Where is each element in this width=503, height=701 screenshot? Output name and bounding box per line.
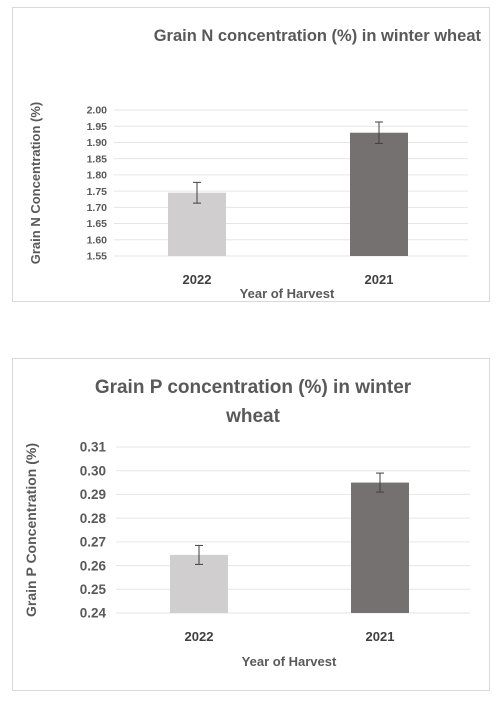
grain-p-chart: 0.24 0.25 0.26 0.27 0.28 0.29 0.30 0.31 2022 2021… (23, 377, 470, 669)
grain-n-y-tick-label: 1.75 (87, 186, 108, 198)
grain-n-error-bar-2021 (375, 121, 383, 144)
grain-n-y-tick-label: 1.95 (87, 121, 108, 133)
grain-n-y-tick-label: 1.80 (87, 170, 108, 182)
grain-n-chart: 1.55 1.60 1.65 1.70 1.75 1.80 1.85 1.90 1.95 2.00… (28, 27, 482, 301)
grain-p-chart-title: Grain P concentration (%) in winter wheat (95, 377, 412, 427)
grain-n-y-tick-label: 1.70 (87, 202, 108, 214)
grain-n-y-axis-title: Grain N Concentration (%) (28, 102, 43, 265)
grain-p-y-tick-label: 0.24 (80, 606, 107, 621)
grain-n-chart-title: Grain N concentration (%) in winter whea… (154, 27, 482, 45)
grain-n-y-tick-label: 2.00 (87, 105, 108, 117)
grain-p-chart-panel: 0.24 0.25 0.26 0.27 0.28 0.29 0.30 0.31 2022 2021… (12, 358, 490, 691)
grain-p-x-axis-title: Year of Harvest (242, 654, 337, 669)
grain-p-category-label: 2022 (185, 629, 214, 644)
grain-n-chart-panel: 1.55 1.60 1.65 1.70 1.75 1.80 1.85 1.90 1.95 2.00… (12, 7, 490, 302)
grain-p-error-bar-2021 (376, 472, 384, 493)
grain-n-y-tick-label: 1.90 (87, 137, 108, 149)
grain-n-error-bar-2022 (193, 181, 201, 204)
grain-n-x-axis-title: Year of Harvest (240, 286, 335, 301)
grain-n-y-tick-label: 1.85 (87, 153, 108, 165)
grain-p-y-tick-label: 0.29 (80, 487, 106, 502)
grain-n-category-label: 2021 (365, 272, 394, 287)
grain-n-y-tick-label: 1.65 (87, 218, 108, 230)
grain-n-y-tick-label: 1.60 (87, 234, 108, 246)
grain-p-y-tick-label: 0.27 (80, 535, 106, 550)
grain-p-y-tick-label: 0.25 (80, 582, 107, 597)
grain-n-category-label: 2022 (183, 272, 212, 287)
grain-p-y-tick-label: 0.31 (80, 440, 107, 455)
grain-p-bar-2021 (351, 482, 409, 613)
grain-p-y-tick-label: 0.26 (80, 558, 107, 573)
grain-p-error-bar-2022 (195, 544, 203, 565)
grain-p-category-label: 2021 (366, 629, 395, 644)
grain-n-y-tick-label: 1.55 (87, 251, 108, 263)
grain-p-y-axis-title: Grain P Concentration (%) (23, 443, 39, 617)
grain-p-y-tick-label: 0.28 (80, 511, 107, 526)
grain-p-y-tick-label: 0.30 (80, 463, 106, 478)
grain-n-bar-2021 (350, 132, 408, 256)
